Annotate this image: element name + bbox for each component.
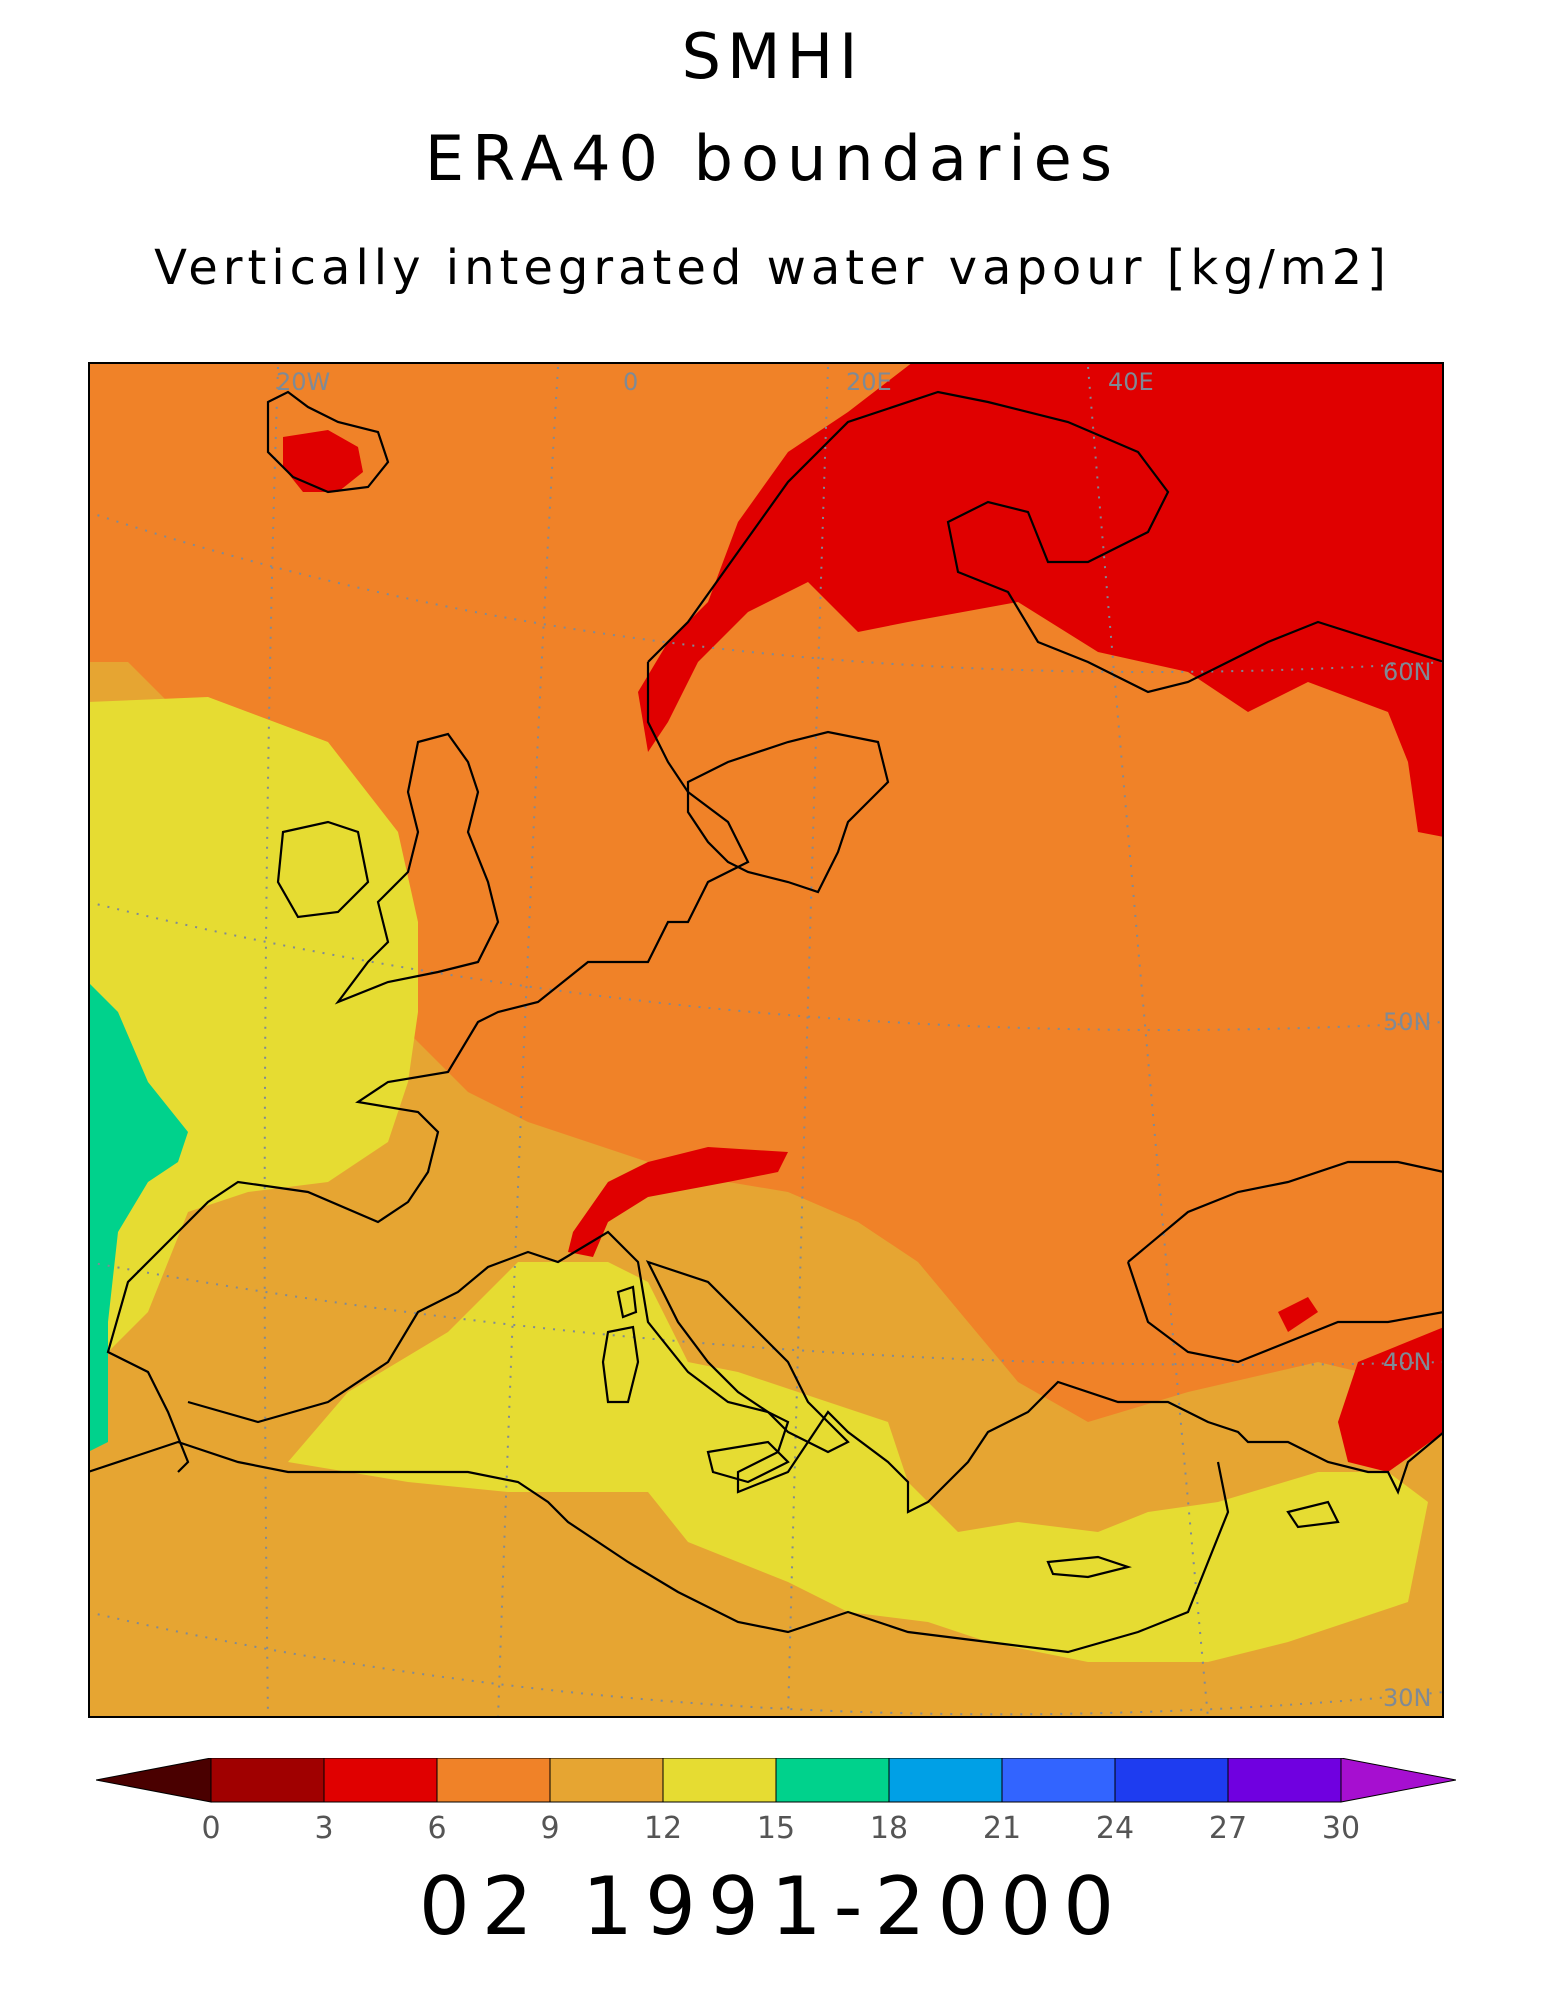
label-20w: 20W	[276, 368, 330, 396]
colorbar-tick-label: 12	[644, 1811, 682, 1846]
colorbar-tick-label: 18	[870, 1811, 908, 1846]
label-50n: 50N	[1383, 1008, 1432, 1036]
meridian-40e	[1087, 366, 1209, 1718]
coastline-north-africa	[88, 1440, 1230, 1654]
coastline-britain	[334, 732, 500, 1005]
label-30n: 30N	[1383, 1684, 1432, 1712]
field-3-6-iceland	[283, 430, 363, 492]
colorbar-tick-label: 15	[757, 1811, 795, 1846]
period-label: 02 1991-2000	[418, 1860, 1127, 1953]
label-40n: 40N	[1383, 1348, 1432, 1376]
field-6-9-north-atlantic	[88, 362, 648, 522]
field-3-6-northeast	[638, 362, 1444, 837]
field-3-6-alps	[568, 1147, 788, 1257]
coastline-sicily	[706, 1440, 790, 1484]
colorbar-bin-6-9	[436, 1758, 551, 1803]
colorbar: 0 3 6 9 12 15 18 21 24 27 30	[96, 1758, 1456, 1846]
coastline-cyprus	[1286, 1500, 1340, 1529]
field-3-6-caucasus	[1278, 1297, 1318, 1332]
field-12-15-atlantic	[88, 697, 418, 1372]
colorbar-bin-24-27	[1114, 1758, 1229, 1803]
label-40e: 40E	[1108, 368, 1154, 396]
colorbar-bin-9-12	[549, 1758, 664, 1803]
label-0: 0	[623, 368, 638, 396]
parallel-60n	[88, 511, 1444, 673]
meridian-20e	[787, 366, 829, 1718]
title-variable: Vertically integrated water vapour [kg/m…	[154, 240, 1391, 296]
colorbar-tick-label: 6	[427, 1811, 446, 1846]
coastline-corsica	[616, 1285, 638, 1319]
coastline-italy	[645, 1260, 850, 1454]
colorbar-tick-label: 27	[1209, 1811, 1247, 1846]
colorbar-bin-27-30	[1227, 1758, 1342, 1803]
colorbar-bin-0-3	[210, 1758, 325, 1803]
colorbar-bin-21-24	[1001, 1758, 1116, 1803]
colorbar-tick-label: 3	[314, 1811, 333, 1846]
colorbar-tick-label: 0	[201, 1811, 220, 1846]
meridian-20w	[263, 366, 279, 1718]
colorbar-bin-3-6	[323, 1758, 438, 1803]
colorbar-bin-12-15	[662, 1758, 777, 1803]
label-60n: 60N	[1383, 658, 1432, 686]
colorbar-tick-label: 9	[540, 1811, 559, 1846]
coastline-black-sea	[1126, 1160, 1444, 1364]
label-20e: 20E	[846, 368, 892, 396]
water-vapour-map: 20W 0 20E 40E 60N 50N 40N 30N	[88, 362, 1444, 1718]
coastline-sardinia	[601, 1325, 640, 1404]
colorbar-bin-18-21	[888, 1758, 1003, 1803]
colorbar-over-arrow	[1340, 1758, 1456, 1803]
colorbar-bin-15-18	[775, 1758, 890, 1803]
colorbar-tick-label: 30	[1322, 1811, 1360, 1846]
colorbar-under-arrow	[96, 1758, 212, 1803]
title-institute: SMHI	[681, 20, 864, 93]
title-experiment: ERA40 boundaries	[424, 122, 1121, 195]
coastline-baltic	[686, 730, 890, 894]
colorbar-tick-label: 21	[983, 1811, 1021, 1846]
field-12-15-mediterranean	[288, 1262, 1428, 1662]
map-frame	[88, 362, 1444, 1718]
field-3-6-anatolia	[1338, 1327, 1444, 1472]
graticule-labels: 20W 0 20E 40E 60N 50N 40N 30N	[276, 368, 1432, 1712]
coastline-crete	[1046, 1555, 1132, 1579]
coastline-iceland	[266, 390, 390, 494]
parallel-30n	[88, 1611, 1444, 1716]
coastline-ireland	[276, 820, 370, 919]
coastline-continent	[106, 390, 1444, 1514]
coastlines	[88, 390, 1444, 1654]
graticule	[88, 366, 1444, 1718]
field-15-18-west	[88, 982, 188, 1452]
colorbar-tick-label: 24	[1096, 1811, 1134, 1846]
